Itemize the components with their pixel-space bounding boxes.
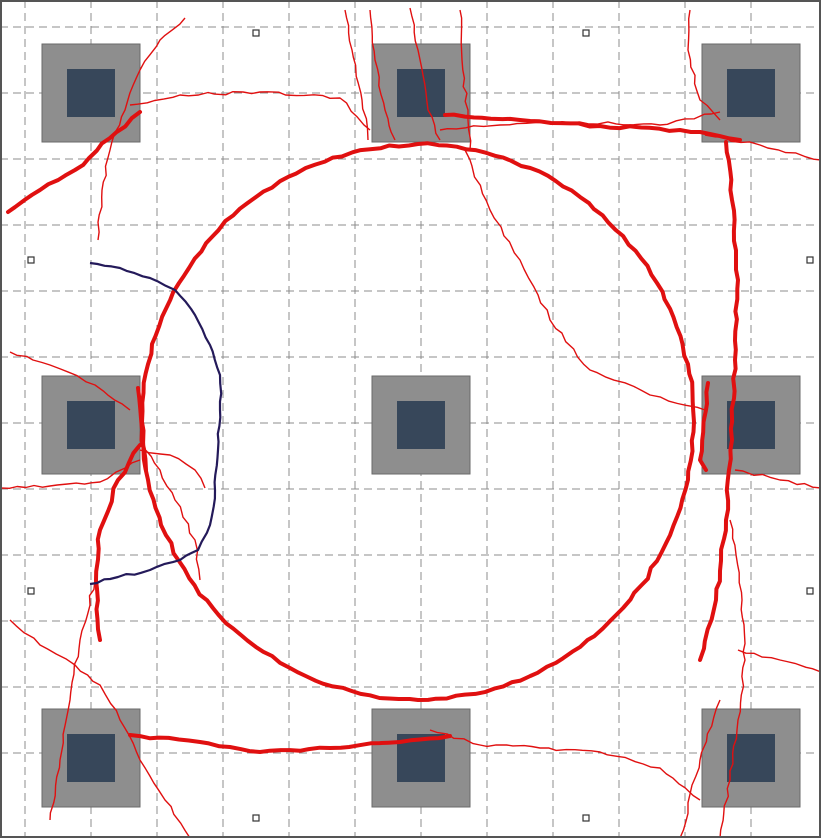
thick-crack <box>136 386 148 472</box>
square-inner <box>67 734 115 782</box>
thin-crack <box>129 91 371 131</box>
thin-crack <box>139 444 201 581</box>
thin-crack <box>687 9 721 121</box>
thin-crack <box>9 351 131 411</box>
thick-crack <box>443 112 742 142</box>
thin-crack <box>9 619 191 838</box>
marker-bottom-2 <box>582 814 590 822</box>
thin-crack <box>344 9 369 141</box>
thin-crack <box>409 7 441 141</box>
thin-crack <box>459 9 472 151</box>
thick-crack <box>128 733 452 754</box>
thick-crack <box>6 110 142 214</box>
marker-top-1 <box>252 29 260 37</box>
square-bottom-center <box>371 708 471 808</box>
square-inner <box>67 69 115 117</box>
marker-right-1 <box>806 256 814 264</box>
square-middle-left <box>41 375 141 475</box>
thin-crack <box>97 17 186 241</box>
square-bottom-right <box>701 708 801 808</box>
thin-crack <box>679 699 721 838</box>
dark-crack <box>89 261 223 586</box>
thick-crack <box>698 381 710 472</box>
thin-crack <box>719 519 746 838</box>
square-bottom-left <box>41 708 141 808</box>
thin-crack <box>734 469 821 489</box>
square-inner <box>397 69 445 117</box>
thin-crack <box>0 459 141 489</box>
square-inner <box>727 734 775 782</box>
thin-crack <box>49 579 96 821</box>
thin-crack <box>429 729 701 801</box>
dark-crack-path <box>89 261 223 586</box>
square-inner <box>397 401 445 449</box>
marker-left-2 <box>27 587 35 595</box>
thin-crack <box>139 449 206 489</box>
thin-cracks <box>0 7 821 838</box>
small-markers <box>27 29 814 822</box>
marker-bottom-1 <box>252 814 260 822</box>
square-pads <box>41 43 801 808</box>
thick-cracks <box>6 110 742 754</box>
marker-top-2 <box>582 29 590 37</box>
thin-crack <box>464 149 706 411</box>
marker-left-1 <box>27 256 35 264</box>
square-top-center <box>371 43 471 143</box>
square-inner <box>727 69 775 117</box>
square-inner <box>727 401 775 449</box>
marker-right-2 <box>806 587 814 595</box>
square-inner <box>67 401 115 449</box>
thick-crack <box>698 140 740 662</box>
square-middle-right <box>701 375 801 475</box>
thin-crack <box>369 9 396 141</box>
thick-crack <box>94 443 142 642</box>
square-center <box>371 375 471 475</box>
square-top-right <box>701 43 801 143</box>
thin-crack <box>737 649 821 673</box>
